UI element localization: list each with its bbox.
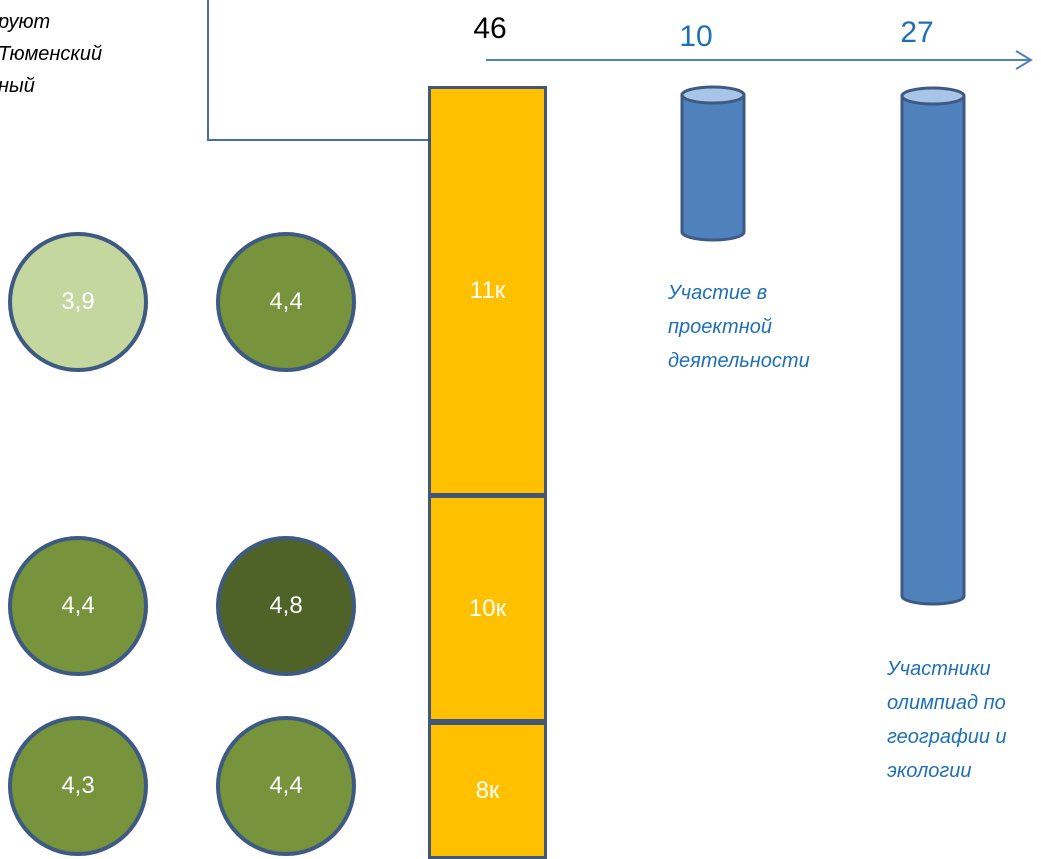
- bar-total-number: 46: [473, 12, 507, 45]
- caption-line: руют: [0, 11, 51, 33]
- score-circle: 3,9: [8, 232, 148, 372]
- bar-segment-10: 10к: [428, 495, 547, 722]
- bar-segment-8: 8к: [428, 722, 547, 859]
- cylinder-project: [680, 85, 746, 242]
- project-label: Участие в проектной деятельности: [668, 276, 810, 378]
- score-value: 4,4: [269, 772, 303, 799]
- connector-line-horizontal: [207, 139, 431, 141]
- caption-line: ный: [0, 75, 35, 97]
- score-value: 4,8: [269, 592, 303, 619]
- connector-line-vertical: [207, 0, 209, 141]
- olympiad-number: 27: [900, 16, 934, 49]
- caption-text: руют Тюменский ный: [0, 6, 198, 102]
- score-circle: 4,4: [216, 232, 356, 372]
- score-value: 4,4: [269, 288, 303, 315]
- label-line: географии и: [887, 726, 1007, 748]
- label-line: экологии: [887, 760, 972, 782]
- label-line: проектной: [668, 316, 772, 338]
- label-line: Участники: [887, 658, 991, 680]
- caption-line: Тюменский: [0, 43, 103, 65]
- bar-segment-label: 10к: [468, 594, 507, 622]
- score-circle: 4,3: [8, 716, 148, 856]
- score-value: 4,4: [61, 592, 95, 619]
- project-number: 10: [679, 20, 713, 53]
- olympiad-label: Участники олимпиад по географии и эколог…: [887, 652, 1007, 788]
- bar-segment-label: 11к: [469, 277, 506, 304]
- score-circle: 4,4: [8, 536, 148, 676]
- cylinder-olympiad: [900, 86, 966, 606]
- label-line: деятельности: [668, 350, 810, 372]
- bar-segment-11: 11к: [428, 86, 547, 496]
- label-line: олимпиад по: [887, 692, 1006, 714]
- label-line: Участие в: [668, 282, 768, 304]
- score-value: 3,9: [61, 288, 95, 315]
- score-circle: 4,8: [216, 536, 356, 676]
- axis-arrow: [486, 50, 1033, 70]
- score-circle: 4,4: [216, 716, 356, 856]
- bar-segment-label: 8к: [475, 776, 500, 804]
- score-value: 4,3: [61, 772, 95, 799]
